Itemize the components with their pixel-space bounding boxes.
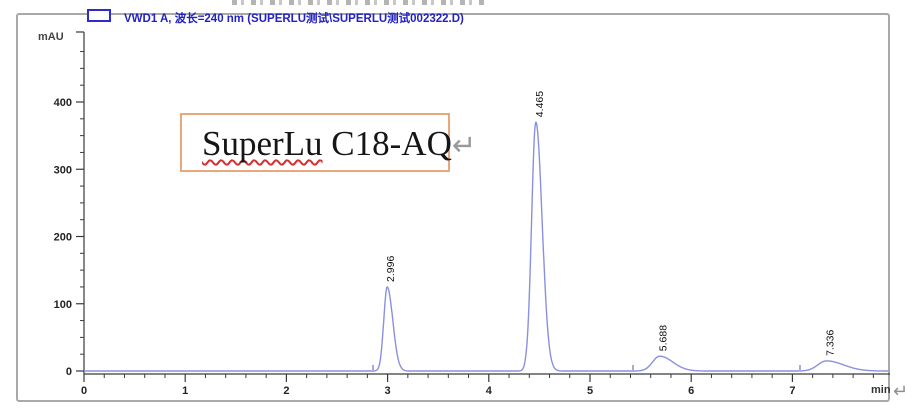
x-axis-unit-label: min xyxy=(871,384,891,396)
x-tick-label: 3 xyxy=(385,385,391,397)
legend-label: VWD1 A, 波长=240 nm (SUPERLU测试\SUPERLU测试00… xyxy=(124,13,464,25)
y-tick-label: 400 xyxy=(54,97,72,109)
signal-trace xyxy=(83,121,889,372)
peak-rt-label: 2.996 xyxy=(385,256,397,282)
x-tick-label: 7 xyxy=(789,385,795,397)
y-tick-label: 200 xyxy=(54,232,72,244)
y-tick-label: 300 xyxy=(54,164,72,176)
x-tick-label: 6 xyxy=(688,385,694,397)
y-axis-unit-label: mAU xyxy=(38,31,64,43)
clipped-text-fragment xyxy=(232,0,484,5)
x-tick-label: 2 xyxy=(283,385,289,397)
axis-return-mark-icon: ↵ xyxy=(893,381,909,401)
peak-rt-label: 7.336 xyxy=(824,329,836,355)
y-tick-label: 0 xyxy=(66,366,72,378)
return-mark-icon: ↵ xyxy=(451,130,477,162)
x-tick-label: 1 xyxy=(182,385,188,397)
peak-rt-label: 5.688 xyxy=(658,325,670,351)
axis-lines xyxy=(83,32,890,375)
x-tick-label: 5 xyxy=(587,385,593,397)
chart-frame xyxy=(16,13,890,402)
y-tick-label: 100 xyxy=(54,299,72,311)
annotation-textbox[interactable]: SuperLu C18-AQ↵ xyxy=(180,113,476,172)
peak-rt-label: 4.465 xyxy=(534,91,546,117)
annotation-misspelled-word: SuperLu xyxy=(202,124,323,163)
annotation-text: SuperLu C18-AQ↵ xyxy=(202,124,477,164)
annotation-text-rest: C18-AQ xyxy=(322,124,452,163)
x-tick-label: 0 xyxy=(81,385,87,397)
legend-swatch xyxy=(87,9,111,22)
x-tick-label: 4 xyxy=(486,385,493,397)
